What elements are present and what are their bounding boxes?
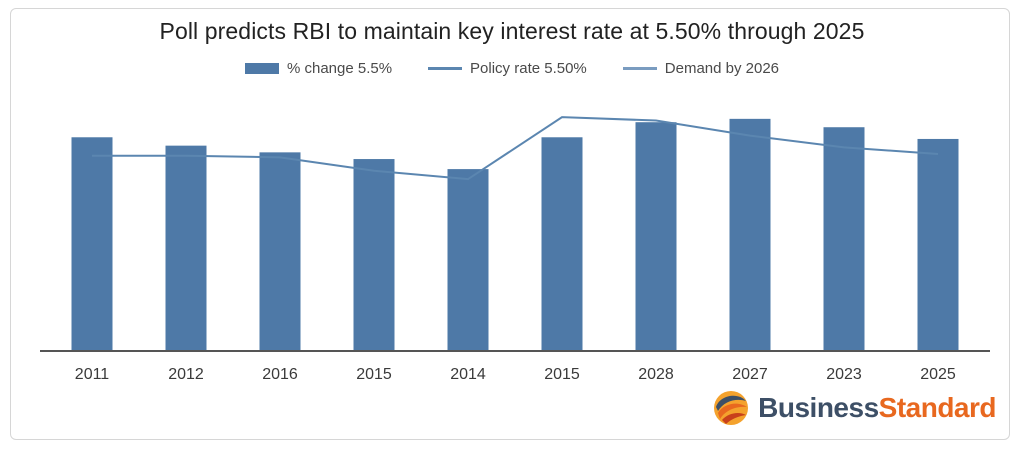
brand-word-standard: Standard [878, 392, 997, 423]
legend-label: Demand by 2026 [664, 60, 780, 77]
x-tick-label: 2025 [920, 366, 956, 383]
legend-item-line-2: Demand by 2026 [622, 60, 780, 77]
x-tick-label: 2012 [168, 366, 204, 383]
bar-7 [729, 118, 771, 350]
legend-label: Policy rate 5.50% [470, 60, 587, 77]
legend-swatch-line [428, 67, 463, 70]
business-standard-logo-icon [714, 391, 749, 425]
bar-5 [541, 137, 583, 350]
x-tick-label: 2016 [262, 366, 298, 383]
bar-8 [823, 127, 865, 350]
x-tick-label: 2023 [826, 366, 862, 383]
brand-word-business: Business [758, 392, 879, 423]
chart-legend: % change 5.5% Policy rate 5.50% Demand b… [0, 60, 1024, 77]
legend-swatch-line [622, 67, 657, 70]
x-tick-label: 2028 [638, 366, 674, 383]
bar-6 [635, 122, 677, 350]
x-tick-label: 2027 [732, 366, 768, 383]
bar-0 [71, 137, 113, 350]
x-tick-label: 2011 [75, 366, 110, 383]
x-tick-label: 2015 [544, 366, 580, 383]
brand-logo: BusinessStandard [712, 389, 997, 427]
x-tick-label: 2014 [450, 366, 486, 383]
legend-item-line-1: Policy rate 5.50% [428, 60, 587, 77]
bar-9 [917, 138, 959, 350]
legend-swatch-bar [244, 63, 279, 74]
series-line [92, 116, 939, 181]
bar-1 [165, 145, 207, 350]
legend-label: % change 5.5% [286, 60, 393, 77]
legend-item-bars: % change 5.5% [244, 60, 393, 77]
bar-3 [353, 159, 395, 350]
chart-title: Poll predicts RBI to maintain key intere… [159, 18, 865, 44]
bar-4 [447, 169, 489, 350]
bar-2 [259, 152, 301, 350]
x-tick-label: 2015 [356, 366, 392, 383]
